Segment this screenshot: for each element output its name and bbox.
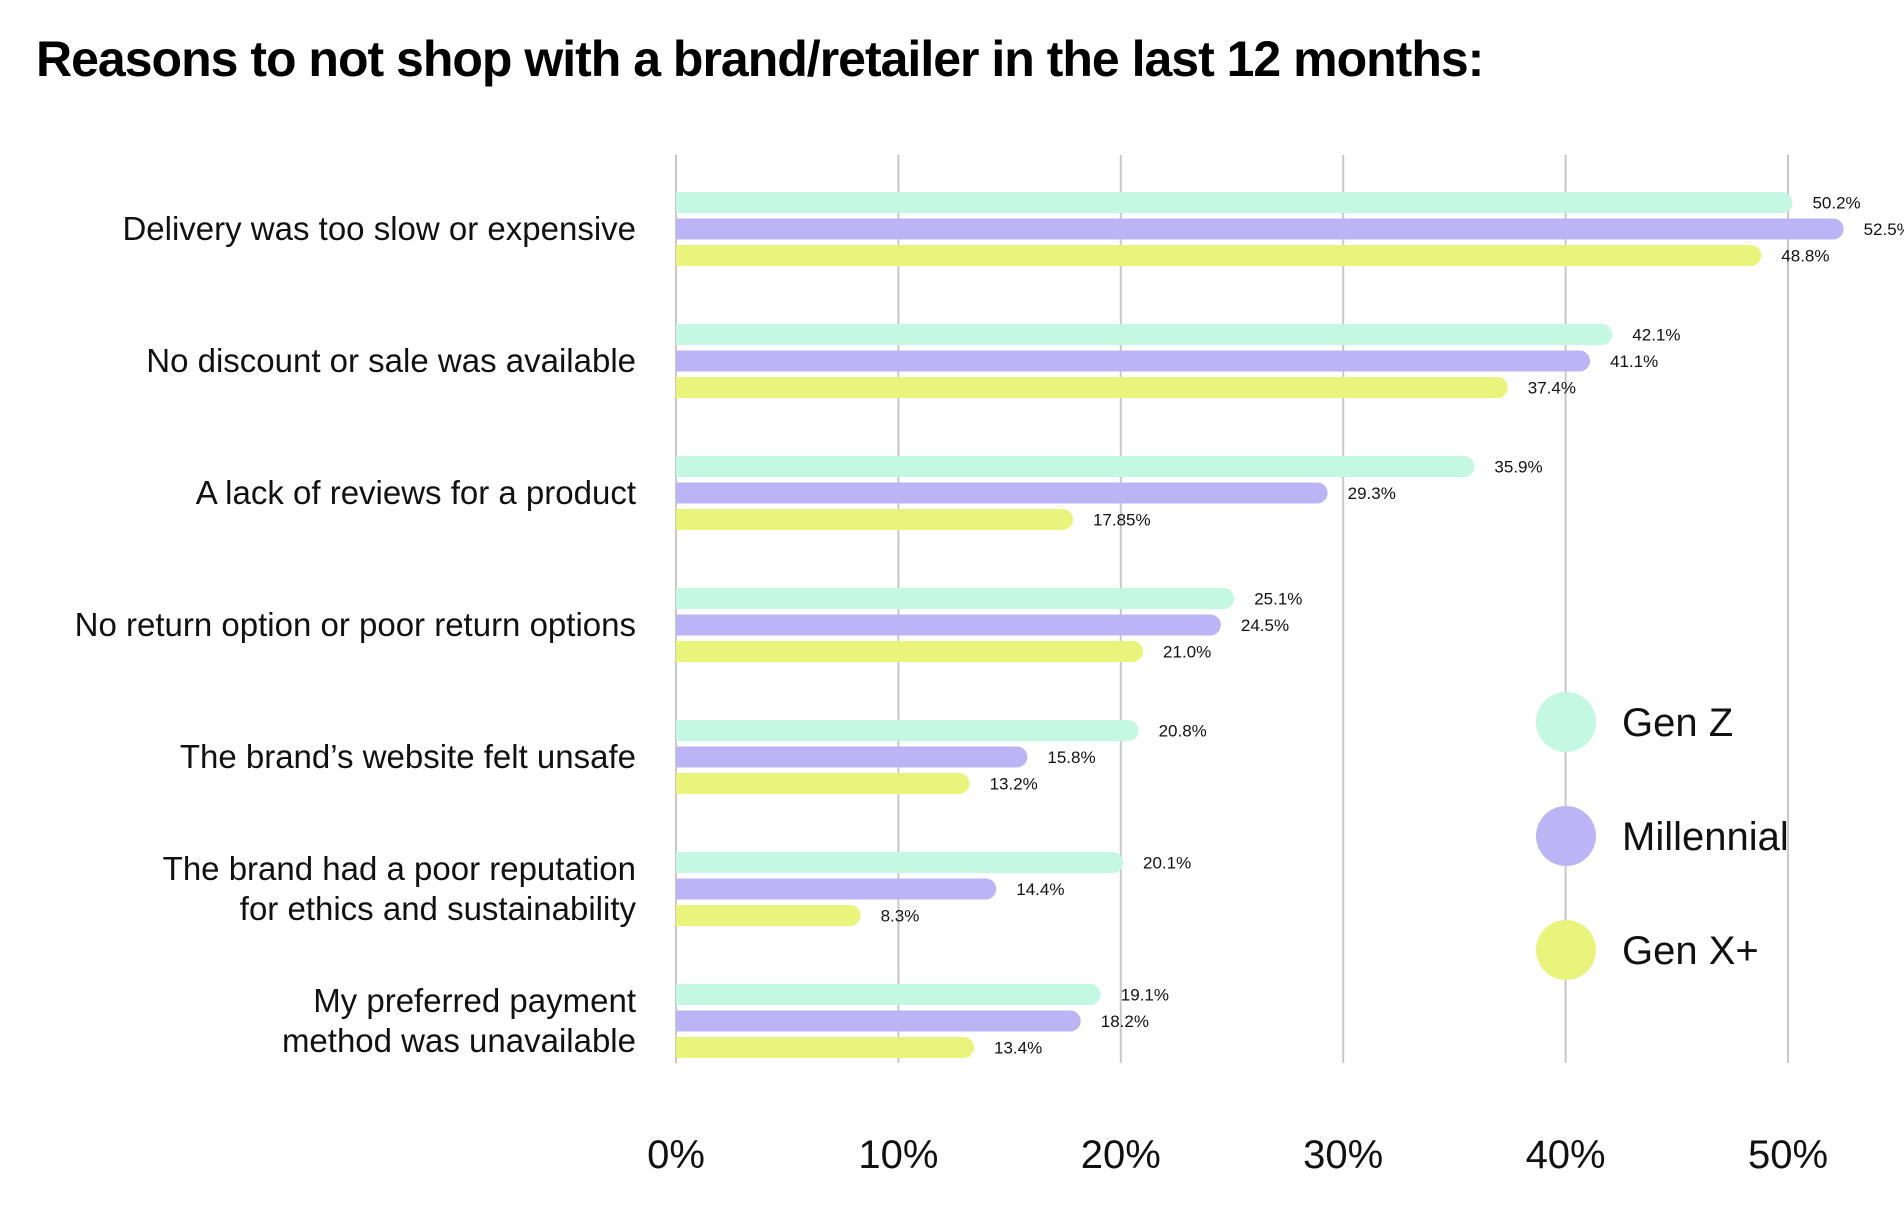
category-label: No discount or sale was available	[146, 342, 636, 379]
value-label: 18.2%	[1101, 1012, 1149, 1031]
bar-cap	[676, 377, 687, 398]
bar-cap	[676, 641, 687, 662]
bar-cap	[676, 245, 687, 266]
chart-title: Reasons to not shop with a brand/retaile…	[36, 31, 1484, 87]
value-label: 13.4%	[994, 1039, 1042, 1058]
bar	[676, 218, 1844, 240]
bar-cap	[676, 1037, 687, 1058]
bar	[676, 720, 1139, 741]
category-label: method was unavailable	[282, 1022, 636, 1059]
legend-swatch	[1536, 692, 1596, 752]
bars	[676, 192, 1844, 1058]
bar-cap	[676, 773, 687, 794]
category-label: My preferred payment	[313, 982, 636, 1019]
value-label: 21.0%	[1163, 643, 1211, 662]
bar	[676, 482, 1328, 504]
bar-cap	[676, 509, 687, 530]
bar	[676, 878, 997, 900]
bar-cap	[676, 984, 687, 1005]
x-tick-label: 30%	[1303, 1133, 1383, 1177]
bar-cap	[676, 614, 687, 636]
x-tick-label: 40%	[1526, 1133, 1606, 1177]
category-label: for ethics and sustainability	[240, 890, 637, 927]
value-label: 25.1%	[1254, 590, 1302, 609]
bar	[676, 1037, 975, 1058]
category-label: The brand had a poor reputation	[163, 850, 636, 887]
bar-cap	[676, 350, 687, 372]
category-labels: Delivery was too slow or expensive No dis…	[75, 210, 637, 1059]
bar	[676, 377, 1508, 398]
bar	[676, 641, 1144, 662]
value-label: 15.8%	[1047, 748, 1095, 767]
value-label: 17.85%	[1093, 511, 1151, 530]
x-tick-label: 50%	[1748, 1133, 1828, 1177]
value-label: 20.8%	[1159, 722, 1207, 741]
bar-cap	[676, 588, 687, 609]
category-label: No return option or poor return options	[75, 606, 636, 643]
bar-cap	[676, 720, 687, 741]
bar	[676, 350, 1591, 372]
bar-cap	[676, 905, 687, 926]
bar-cap	[676, 456, 687, 477]
bar	[676, 245, 1762, 266]
bar	[676, 746, 1028, 768]
value-label: 35.9%	[1494, 458, 1542, 477]
legend-swatch	[1536, 920, 1596, 980]
bar-cap	[676, 1010, 687, 1032]
x-tick-label: 20%	[1081, 1133, 1161, 1177]
bar-cap	[676, 878, 687, 900]
x-axis-ticks: 0% 10% 20% 30% 40% 50%	[647, 1133, 1828, 1177]
bar-cap	[676, 192, 687, 213]
bar	[676, 509, 1073, 530]
bar	[676, 1010, 1081, 1032]
bar	[676, 984, 1101, 1005]
bar-cap	[676, 324, 687, 345]
x-tick-label: 0%	[647, 1133, 705, 1177]
bar	[676, 456, 1475, 477]
bar	[676, 852, 1124, 873]
bar	[676, 905, 861, 926]
value-label: 8.3%	[881, 907, 920, 926]
bar-cap	[676, 482, 687, 504]
bar	[676, 588, 1235, 609]
bar	[676, 324, 1613, 345]
bar-cap	[676, 746, 687, 768]
legend: Gen Z Millennial Gen X+	[1536, 692, 1789, 980]
value-label: 52.5%	[1864, 220, 1904, 239]
category-label: Delivery was too slow or expensive	[122, 210, 636, 247]
value-label: 24.5%	[1241, 616, 1289, 635]
value-label: 19.1%	[1121, 986, 1169, 1005]
category-label: The brand’s website felt unsafe	[180, 738, 636, 775]
value-label: 37.4%	[1528, 379, 1576, 398]
legend-label: Millennial	[1622, 815, 1789, 859]
bar	[676, 192, 1793, 213]
value-label: 13.2%	[990, 775, 1038, 794]
value-label: 29.3%	[1348, 484, 1396, 503]
x-tick-label: 10%	[858, 1133, 938, 1177]
value-label: 20.1%	[1143, 854, 1191, 873]
value-label: 41.1%	[1610, 352, 1658, 371]
legend-swatch	[1536, 806, 1596, 866]
value-label: 14.4%	[1016, 880, 1064, 899]
legend-label: Gen X+	[1622, 929, 1759, 973]
category-label: A lack of reviews for a product	[196, 474, 636, 511]
legend-label: Gen Z	[1622, 701, 1733, 745]
bar	[676, 773, 970, 794]
bar-cap	[676, 218, 687, 240]
value-label: 50.2%	[1812, 194, 1860, 213]
value-label: 42.1%	[1632, 326, 1680, 345]
value-label: 48.8%	[1781, 247, 1829, 266]
bar-cap	[676, 852, 687, 873]
bar	[676, 614, 1221, 636]
value-labels: 50.2%52.5% 48.8% 42.1% 41.1% 37.4% 35.9% 29.3%…	[881, 194, 1904, 1058]
